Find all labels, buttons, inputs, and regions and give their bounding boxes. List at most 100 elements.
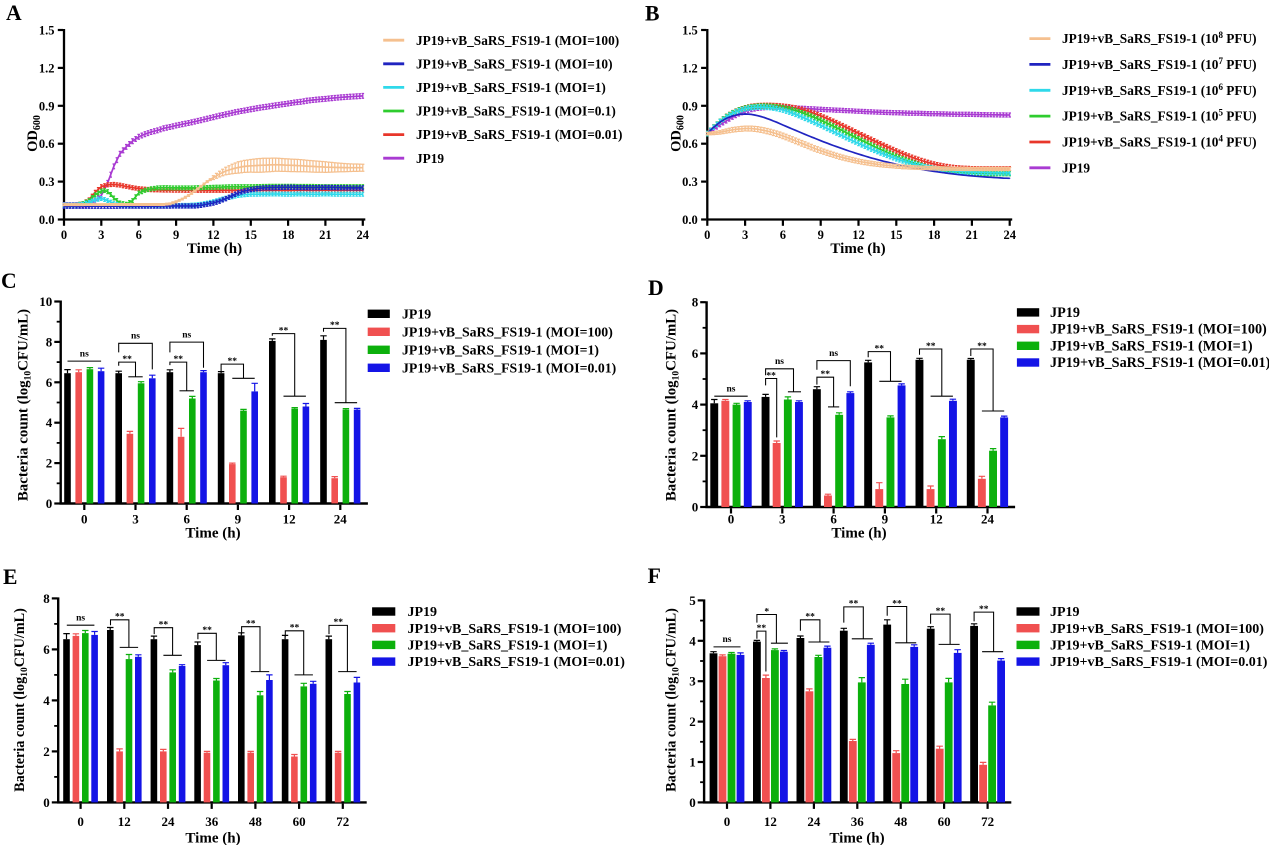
svg-text:OD600: OD600 xyxy=(669,115,687,152)
svg-text:JP19: JP19 xyxy=(402,306,431,321)
svg-text:1.2: 1.2 xyxy=(682,61,698,75)
svg-text:10: 10 xyxy=(39,294,52,309)
svg-text:**: ** xyxy=(122,355,132,365)
svg-text:**: ** xyxy=(290,624,300,634)
svg-text:ns: ns xyxy=(131,332,140,342)
svg-text:JP19: JP19 xyxy=(1050,305,1080,321)
svg-text:JP19+vB_SaRS_FS19-1 (MOI=0.01): JP19+vB_SaRS_FS19-1 (MOI=0.01) xyxy=(416,127,623,142)
svg-text:6: 6 xyxy=(43,642,50,657)
svg-text:4: 4 xyxy=(689,633,696,648)
svg-text:A: A xyxy=(6,1,22,25)
svg-text:1: 1 xyxy=(689,755,696,770)
svg-text:**: ** xyxy=(979,605,989,615)
svg-text:12: 12 xyxy=(852,228,865,242)
svg-text:**: ** xyxy=(936,607,946,617)
svg-text:21: 21 xyxy=(966,228,979,242)
svg-text:ns: ns xyxy=(80,349,89,359)
svg-text:48: 48 xyxy=(249,814,263,829)
svg-text:Time (h): Time (h) xyxy=(187,241,242,257)
svg-text:**: ** xyxy=(820,370,830,380)
svg-text:JP19+vB_SaRS_FS19-1 (105 PFU): JP19+vB_SaRS_FS19-1 (105 PFU) xyxy=(1062,108,1257,124)
svg-text:Time (h): Time (h) xyxy=(830,241,885,257)
svg-text:**: ** xyxy=(159,621,169,631)
svg-text:**: ** xyxy=(875,344,885,354)
svg-text:0: 0 xyxy=(724,814,731,829)
svg-text:15: 15 xyxy=(245,228,258,242)
svg-text:JP19+vB_SaRS_FS19-1 (MOI=100): JP19+vB_SaRS_FS19-1 (MOI=100) xyxy=(402,324,613,340)
svg-text:0: 0 xyxy=(81,512,88,527)
svg-text:E: E xyxy=(3,565,17,589)
svg-text:24: 24 xyxy=(807,814,821,829)
svg-text:ns: ns xyxy=(775,357,784,367)
svg-text:0: 0 xyxy=(77,814,84,829)
svg-text:48: 48 xyxy=(894,814,908,829)
svg-text:JP19+vB_SaRS_FS19-1 (MOI=1): JP19+vB_SaRS_FS19-1 (MOI=1) xyxy=(402,342,599,358)
svg-text:C: C xyxy=(1,269,17,293)
svg-text:1.5: 1.5 xyxy=(682,24,698,38)
svg-text:F: F xyxy=(648,564,661,588)
svg-text:8: 8 xyxy=(46,334,53,349)
svg-text:**: ** xyxy=(333,618,343,628)
svg-text:JP19+vB_SaRS_FS19-1 (106 PFU): JP19+vB_SaRS_FS19-1 (106 PFU) xyxy=(1062,82,1257,98)
svg-text:0.0: 0.0 xyxy=(39,213,55,227)
svg-text:**: ** xyxy=(246,620,256,630)
svg-text:3: 3 xyxy=(689,674,696,689)
svg-text:ns: ns xyxy=(76,614,85,624)
svg-text:9: 9 xyxy=(882,512,889,527)
svg-text:Bacteria count (log10CFU/mL): Bacteria count (log10CFU/mL) xyxy=(15,309,33,501)
svg-text:12: 12 xyxy=(207,228,220,242)
svg-text:**: ** xyxy=(174,355,184,365)
svg-text:JP19+vB_SaRS_FS19-1 (MOI=1): JP19+vB_SaRS_FS19-1 (MOI=1) xyxy=(1050,338,1253,354)
svg-text:0.6: 0.6 xyxy=(39,137,55,151)
svg-text:JP19+vB_SaRS_FS19-1 (MOI=0.1): JP19+vB_SaRS_FS19-1 (MOI=0.1) xyxy=(416,104,616,119)
svg-text:3: 3 xyxy=(742,228,748,242)
svg-text:24: 24 xyxy=(357,228,370,242)
svg-text:0.0: 0.0 xyxy=(682,213,698,227)
svg-text:36: 36 xyxy=(205,814,219,829)
svg-text:0.3: 0.3 xyxy=(39,175,55,189)
svg-text:60: 60 xyxy=(938,814,951,829)
svg-text:Time (h): Time (h) xyxy=(185,830,240,845)
svg-text:36: 36 xyxy=(851,814,865,829)
svg-text:Bacteria count (log10CFU/mL): Bacteria count (log10CFU/mL) xyxy=(12,608,30,792)
svg-text:18: 18 xyxy=(282,228,295,242)
svg-text:JP19+vB_SaRS_FS19-1 (MOI=0.01): JP19+vB_SaRS_FS19-1 (MOI=0.01) xyxy=(1050,355,1269,371)
svg-text:JP19+vB_SaRS_FS19-1 (MOI=100): JP19+vB_SaRS_FS19-1 (MOI=100) xyxy=(416,33,619,48)
svg-text:*: * xyxy=(764,607,769,617)
svg-text:6: 6 xyxy=(692,346,699,361)
svg-text:JP19+vB_SaRS_FS19-1 (MOI=1): JP19+vB_SaRS_FS19-1 (MOI=1) xyxy=(1050,639,1250,654)
svg-text:JP19+vB_SaRS_FS19-1 (104 PFU): JP19+vB_SaRS_FS19-1 (104 PFU) xyxy=(1062,134,1257,150)
svg-text:8: 8 xyxy=(43,591,50,606)
svg-text:**: ** xyxy=(805,613,815,623)
svg-text:JP19+vB_SaRS_FS19-1 (108 PFU): JP19+vB_SaRS_FS19-1 (108 PFU) xyxy=(1062,30,1257,46)
svg-text:D: D xyxy=(648,276,664,300)
svg-text:JP19+vB_SaRS_FS19-1 (MOI=100): JP19+vB_SaRS_FS19-1 (MOI=100) xyxy=(408,622,622,637)
svg-text:0: 0 xyxy=(692,500,699,515)
svg-text:JP19+vB_SaRS_FS19-1 (107 PFU): JP19+vB_SaRS_FS19-1 (107 PFU) xyxy=(1062,56,1257,72)
svg-text:JP19: JP19 xyxy=(408,605,438,620)
svg-text:JP19+vB_SaRS_FS19-1 (MOI=10): JP19+vB_SaRS_FS19-1 (MOI=10) xyxy=(416,56,613,71)
svg-text:OD600: OD600 xyxy=(25,115,43,152)
svg-text:JP19+vB_SaRS_FS19-1 (MOI=0.01): JP19+vB_SaRS_FS19-1 (MOI=0.01) xyxy=(1050,655,1268,670)
svg-text:Time (h): Time (h) xyxy=(185,525,240,541)
svg-text:JP19+vB_SaRS_FS19-1 (MOI=100): JP19+vB_SaRS_FS19-1 (MOI=100) xyxy=(1050,622,1264,637)
svg-text:JP19+vB_SaRS_FS19-1 (MOI=1): JP19+vB_SaRS_FS19-1 (MOI=1) xyxy=(416,80,606,95)
svg-text:8: 8 xyxy=(692,295,699,310)
svg-text:21: 21 xyxy=(319,228,332,242)
svg-text:9: 9 xyxy=(235,512,242,527)
svg-text:6: 6 xyxy=(183,512,190,527)
svg-text:12: 12 xyxy=(930,512,943,527)
svg-text:ns: ns xyxy=(727,385,736,395)
svg-text:3: 3 xyxy=(779,512,786,527)
svg-text:60: 60 xyxy=(293,814,306,829)
svg-text:24: 24 xyxy=(981,512,995,527)
svg-text:JP19+vB_SaRS_FS19-1 (MOI=0.01): JP19+vB_SaRS_FS19-1 (MOI=0.01) xyxy=(408,655,626,670)
svg-text:**: ** xyxy=(330,321,340,331)
svg-text:**: ** xyxy=(977,342,987,352)
svg-text:**: ** xyxy=(892,599,902,609)
svg-text:B: B xyxy=(645,2,659,26)
svg-text:6: 6 xyxy=(136,228,142,242)
svg-text:1.5: 1.5 xyxy=(39,24,55,38)
svg-text:**: ** xyxy=(228,357,238,367)
svg-text:1.2: 1.2 xyxy=(39,61,55,75)
